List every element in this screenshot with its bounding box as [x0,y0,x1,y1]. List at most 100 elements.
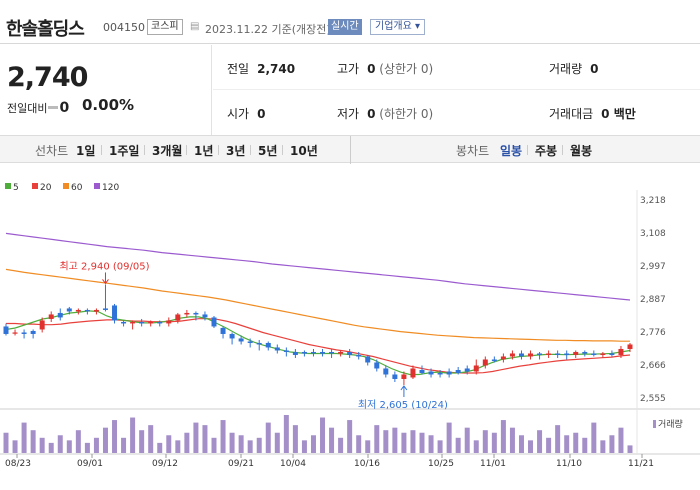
volume-bar [75,430,81,453]
volume-bar [274,432,280,453]
candle [374,362,380,369]
candle [274,347,280,351]
company-overview-dropdown[interactable]: 기업개요 ▾ [370,19,425,35]
legend-ma120: 120 [94,183,119,193]
tab-10y[interactable]: 10년 [290,144,318,158]
volume-bar [500,420,506,453]
volume-bar [130,417,136,453]
candle [347,351,353,355]
volume-bar [166,435,172,453]
high-arrow-head [102,279,109,285]
tab-1w[interactable]: 1주일 [109,144,140,158]
candle [627,344,633,349]
volume-bar [211,437,217,453]
candle [356,354,362,357]
volume-bar [473,440,479,453]
diff-row: 전일대비 0 [7,100,69,116]
volume-bar [139,430,145,453]
candle [329,351,335,354]
candle [66,308,72,312]
candle [500,356,506,360]
volume-bar [365,440,371,453]
candle [518,353,524,357]
candle [419,369,425,373]
tab-weekly[interactable]: 주봉 [535,144,558,158]
x-tick-label: 09/21 [228,459,254,469]
candle [564,353,570,355]
candle [12,332,18,334]
tab-1y[interactable]: 1년 [194,144,214,158]
volume-bar [84,442,90,453]
candle [112,305,118,321]
candle [184,312,190,315]
tab-3y[interactable]: 3년 [226,144,246,158]
volume-bar [573,432,579,453]
y-tick-label: 2,997 [640,262,666,272]
stats-row-1: 전일 2,740 고가 0 (상한가 0) 거래량 0 [213,45,700,90]
volume-bar [3,432,9,453]
volume-bar [12,440,18,453]
x-tick-label: 10/04 [280,459,306,469]
volume-legend: 거래량 [653,417,683,430]
candle [537,353,543,355]
volume-bar [30,430,36,453]
tab-1d[interactable]: 1일 [76,144,96,158]
candle [618,348,624,355]
volume-bar [383,430,389,453]
candle [93,309,99,312]
x-tick-label: 11/01 [480,459,506,469]
volume-bar [193,422,199,453]
stats-row-2: 시가 0 저가 0 (하한가 0) 거래대금 0 백만 [213,90,700,135]
volume-bar [229,432,235,453]
diff-percent: 0.00% [82,96,135,114]
diff-value: 0 [59,100,70,116]
date-label: 2023.11.22 기준(개장전) [205,23,331,36]
volume-bar [564,435,570,453]
volume-bar [148,425,154,453]
diff-label: 전일대비 [7,102,48,115]
volume-bar [21,422,27,453]
low-annotation: 최저 2,605 (10/24) [358,399,448,411]
volume-bar [518,435,524,453]
tab-5y[interactable]: 5년 [258,144,278,158]
candle [546,353,552,355]
candle [320,351,326,354]
candle [555,353,561,355]
candle [473,365,479,372]
tab-monthly[interactable]: 월봉 [570,144,593,158]
x-tick-label: 11/10 [556,459,582,469]
candle [75,309,81,312]
volume-bar [627,445,633,453]
high-annotation: 최고 2,940 (09/05) [59,260,149,272]
candle [455,369,461,373]
volume-bar [374,425,380,453]
candle [48,314,54,319]
candle [3,326,9,334]
x-tick-label: 10/25 [428,459,454,469]
stat-open: 시가 0 [227,107,266,121]
ma5-line [5,310,631,376]
candle [30,330,36,334]
candle [410,368,416,378]
tab-3m[interactable]: 3개월 [152,144,183,158]
candle [265,342,271,348]
volume-bar [39,437,45,453]
volume-bar [392,427,398,453]
candle [283,350,289,352]
tab-daily[interactable]: 일봉 [500,144,523,158]
candle-chart-label: 봉차트 [456,144,490,158]
volume-bar [618,427,624,453]
market-badge: 코스피 [147,19,183,35]
realtime-button[interactable]: 실시간 [328,19,362,35]
legend-ma5: 5 [5,183,19,193]
stat-high: 고가 0 (상한가 0) [337,62,434,76]
line-chart-label: 선차트 [35,144,69,158]
candle [509,353,515,357]
candle [247,341,253,343]
volume-bar [437,440,443,453]
y-tick-label: 3,108 [640,229,666,239]
volume-bar [157,442,163,453]
candle [528,353,534,357]
volume-bar [238,435,244,453]
